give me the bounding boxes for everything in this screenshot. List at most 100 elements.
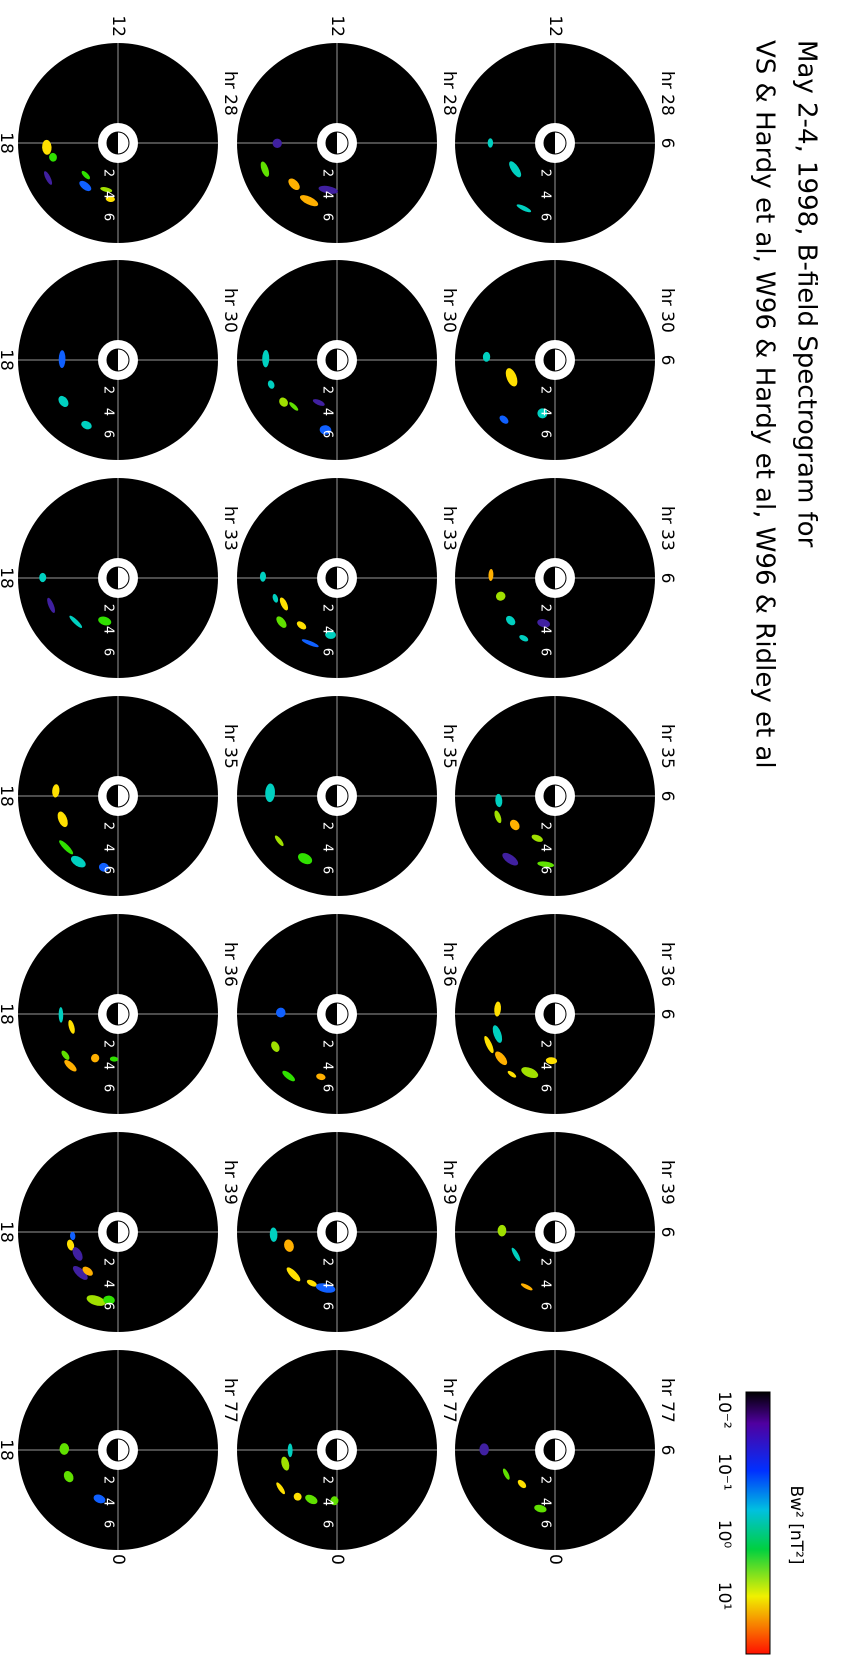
- spectrogram-patch: [79, 180, 92, 192]
- colorbar-tick-label: 10⁻²: [714, 1391, 734, 1428]
- radial-label: 6: [538, 213, 553, 221]
- spectrogram-patch: [59, 1443, 70, 1455]
- radial-label: 6: [320, 213, 335, 221]
- earth-night: [544, 132, 555, 154]
- radial-label: 6: [538, 1520, 553, 1528]
- spectrogram-patch: [39, 572, 47, 583]
- spectrogram-patch: [69, 615, 83, 628]
- spectrogram-patch: [276, 616, 287, 628]
- spectrogram-patch: [105, 195, 115, 203]
- spectrogram-patch: [495, 591, 506, 601]
- radial-label: 2: [538, 822, 553, 830]
- spectrogram-patch: [279, 397, 288, 407]
- earth-night: [544, 1003, 555, 1025]
- spectrogram-patch: [64, 1059, 77, 1072]
- spectrogram-patch: [272, 138, 282, 149]
- radial-label: 6: [538, 1302, 553, 1310]
- spectrogram-patch: [58, 350, 66, 369]
- colorbar-label: Bw² [nT²]: [786, 1485, 806, 1564]
- direction-label: 0: [327, 1554, 347, 1565]
- colorbar-tick-label: 10¹: [714, 1582, 734, 1610]
- radial-label: 4: [101, 1498, 116, 1506]
- radial-label: 4: [101, 1062, 116, 1070]
- spectrogram-patch: [63, 1471, 74, 1483]
- direction-label: 6: [657, 1227, 677, 1238]
- panel-label: hr 36: [439, 942, 459, 987]
- radial-label: 2: [538, 1040, 553, 1048]
- spectrogram-patch: [296, 621, 307, 630]
- spectrogram-patch: [271, 1041, 280, 1052]
- spectrogram-patch: [81, 420, 92, 430]
- spectrogram-patch: [537, 861, 555, 868]
- spectrogram-patch: [69, 1231, 76, 1241]
- earth-night: [326, 1221, 337, 1243]
- earth-night: [326, 132, 337, 154]
- radial-label: 6: [538, 1084, 553, 1092]
- direction-label: 18: [0, 349, 16, 371]
- radial-label: 4: [538, 1062, 553, 1070]
- radial-label: 6: [320, 1084, 335, 1092]
- spectrogram-patch: [509, 819, 520, 831]
- spectrogram-patch: [545, 1057, 558, 1065]
- radial-label: 4: [538, 191, 553, 199]
- earth-night: [326, 1003, 337, 1025]
- direction-label: 12: [108, 15, 128, 37]
- spectrogram-patch: [259, 571, 266, 582]
- spectrogram-patch: [517, 1479, 527, 1489]
- radial-label: 2: [538, 604, 553, 612]
- spectrogram-patch: [511, 1247, 521, 1262]
- spectrogram-patch: [274, 835, 284, 847]
- earth-night: [544, 1221, 555, 1243]
- radial-label: 4: [101, 626, 116, 634]
- radial-label: 2: [538, 169, 553, 177]
- earth-night: [326, 349, 337, 371]
- spectrogram-patch: [276, 1007, 286, 1018]
- spectrogram-patch: [100, 187, 113, 193]
- spectrogram-patch: [306, 1279, 317, 1287]
- spectrogram-patch: [315, 1283, 336, 1293]
- direction-label: 18: [0, 132, 16, 154]
- panel-label: hr 35: [220, 724, 240, 769]
- spectrogram-patch: [279, 597, 289, 611]
- spectrogram-patch: [262, 349, 270, 368]
- direction-label: 6: [657, 1445, 677, 1456]
- spectrogram-patch: [284, 1239, 294, 1252]
- radial-label: 2: [320, 604, 335, 612]
- spectrogram-patch: [531, 834, 543, 842]
- radial-label: 4: [538, 1280, 553, 1288]
- direction-label: 18: [0, 1439, 16, 1461]
- radial-label: 4: [101, 1280, 116, 1288]
- spectrogram-patch: [91, 1053, 100, 1063]
- spectrogram-patch: [484, 1035, 494, 1054]
- spectrogram-patch: [86, 1295, 106, 1306]
- earth-night: [544, 1439, 555, 1461]
- radial-label: 2: [538, 1258, 553, 1266]
- radial-label: 4: [320, 844, 335, 852]
- spectrogram-patch: [312, 399, 325, 406]
- panel-label: hr 28: [220, 71, 240, 116]
- radial-label: 6: [101, 430, 116, 438]
- radial-label: 4: [320, 1280, 335, 1288]
- spectrogram-patch: [66, 1239, 75, 1251]
- spectrogram-patch: [537, 619, 550, 628]
- spectrogram-patch: [494, 1001, 501, 1017]
- panel-label: hr 35: [657, 724, 677, 769]
- spectrogram-patch: [482, 351, 491, 362]
- radial-label: 6: [320, 1520, 335, 1528]
- spectrogram-patch: [299, 195, 319, 207]
- direction-label: 12: [327, 15, 347, 37]
- earth-night: [544, 349, 555, 371]
- spectrogram-patch: [70, 855, 86, 868]
- direction-label: 0: [545, 1554, 565, 1565]
- radial-label: 4: [538, 626, 553, 634]
- colorbar-tick-label: 10⁻¹: [714, 1453, 734, 1490]
- earth-night: [326, 567, 337, 589]
- colorbar: [745, 1391, 771, 1655]
- radial-label: 2: [320, 169, 335, 177]
- spectrogram-patch: [52, 784, 60, 798]
- earth-night: [107, 1003, 118, 1025]
- spectrogram-patch: [479, 1443, 489, 1456]
- radial-label: 4: [101, 408, 116, 416]
- spectrogram-patch: [265, 783, 275, 803]
- spectrogram-patch: [58, 395, 69, 407]
